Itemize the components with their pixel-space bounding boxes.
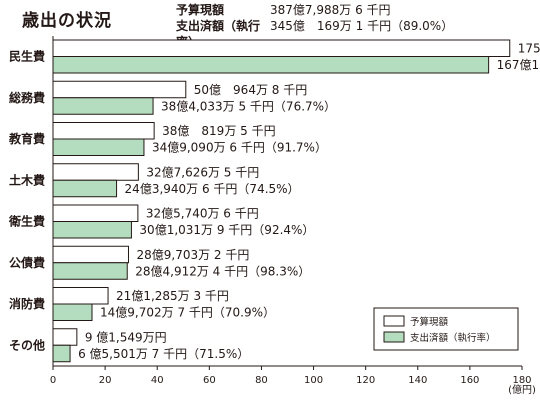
summary-spent-value: 345億 169万 1 千円（89.0%） — [270, 19, 454, 33]
bar-spent-label: 34億9,090万 6 千円（91.7%） — [152, 141, 327, 155]
bar-spent — [52, 56, 490, 74]
x-tick-label: 180 — [512, 375, 531, 386]
x-tick-label: 40 — [151, 375, 164, 386]
bar-spent-label: 38億4,033万 5 千円（76.7%） — [161, 99, 336, 113]
bar-spent-label: 30億1,031万 9 千円（92.4%） — [139, 223, 314, 237]
category-label: 総務費 — [9, 90, 45, 105]
bar-budget-label: 28億9,703万 2 千円 — [136, 248, 249, 262]
bar-spent-label: 24億3,940万 6 千円（74.5%） — [125, 182, 300, 196]
bar-spent-label: 14億9,702万 7 千円（70.9%） — [100, 306, 275, 320]
bar-budget-label: 9 億1,549万円 — [85, 330, 167, 344]
bar-budget-label: 32億7,626万 5 千円 — [146, 165, 259, 179]
bar-budget — [52, 204, 139, 222]
x-tick-label: 100 — [304, 375, 323, 386]
bar-budget — [52, 122, 155, 140]
legend-label-spent: 支出済額（執行率） — [410, 332, 496, 344]
bar-spent — [52, 179, 118, 198]
bar-budget-label: 21億1,285万 3 千円 — [116, 289, 229, 303]
summary-budget-label: 予算現額 — [176, 3, 225, 17]
bar-spent — [52, 262, 128, 280]
bar-budget — [52, 163, 139, 181]
bar-spent — [52, 97, 154, 115]
bar-spent — [52, 303, 93, 321]
legend-swatch-spent — [383, 331, 405, 343]
x-axis-unit: (億円) — [508, 383, 536, 396]
x-tick-label: 60 — [203, 375, 216, 386]
category-label: 公債費 — [9, 255, 45, 270]
bar-budget — [52, 39, 511, 57]
summary-row-budget: 予算現額 387億7,988万 6 千円 — [176, 2, 453, 18]
x-tick-label: 80 — [255, 375, 268, 386]
legend-swatch-budget — [383, 315, 405, 327]
bar-spent — [52, 344, 71, 363]
bar-budget — [52, 80, 187, 99]
x-tick-label: 160 — [460, 375, 479, 386]
legend-label-budget: 予算現額 — [410, 316, 449, 328]
chart-title: 歳出の状況 — [22, 11, 112, 31]
bar-budget — [52, 287, 109, 305]
category-label: 衛生費 — [8, 214, 45, 229]
bar-spent — [52, 138, 145, 156]
bar-spent — [52, 221, 132, 239]
bar-budget-label: 32億5,740万 6 千円 — [146, 207, 259, 221]
x-tick-label: 140 — [408, 375, 427, 386]
legend-box — [373, 307, 519, 351]
bar-spent-label: 167億1,955万 7 千円（95.5%） — [497, 58, 540, 72]
x-tick-label: 20 — [99, 375, 112, 386]
category-label: 教育費 — [8, 131, 45, 146]
bar-spent-label: 28億4,912万 4 千円（98.3%） — [135, 264, 310, 278]
bar-budget — [52, 245, 129, 264]
bar-budget-label: 38億 819万 5 千円 — [162, 124, 275, 138]
category-label: 民生費 — [9, 49, 45, 64]
category-label: 土木費 — [9, 172, 45, 187]
bar-budget-label: 50億 964万 8 千円 — [194, 83, 307, 97]
category-label: 消防費 — [9, 296, 45, 311]
category-label: その他 — [9, 337, 45, 352]
bar-spent-label: 6 億5,501万 7 千円（71.5%） — [78, 347, 249, 361]
bar-budget — [52, 328, 78, 346]
x-tick-label: 0 — [50, 375, 56, 386]
x-tick-label: 120 — [356, 375, 375, 386]
bar-budget-label: 175億 299万 7 千円 — [518, 42, 540, 56]
summary-budget-value: 387億7,988万 6 千円 — [270, 3, 391, 17]
